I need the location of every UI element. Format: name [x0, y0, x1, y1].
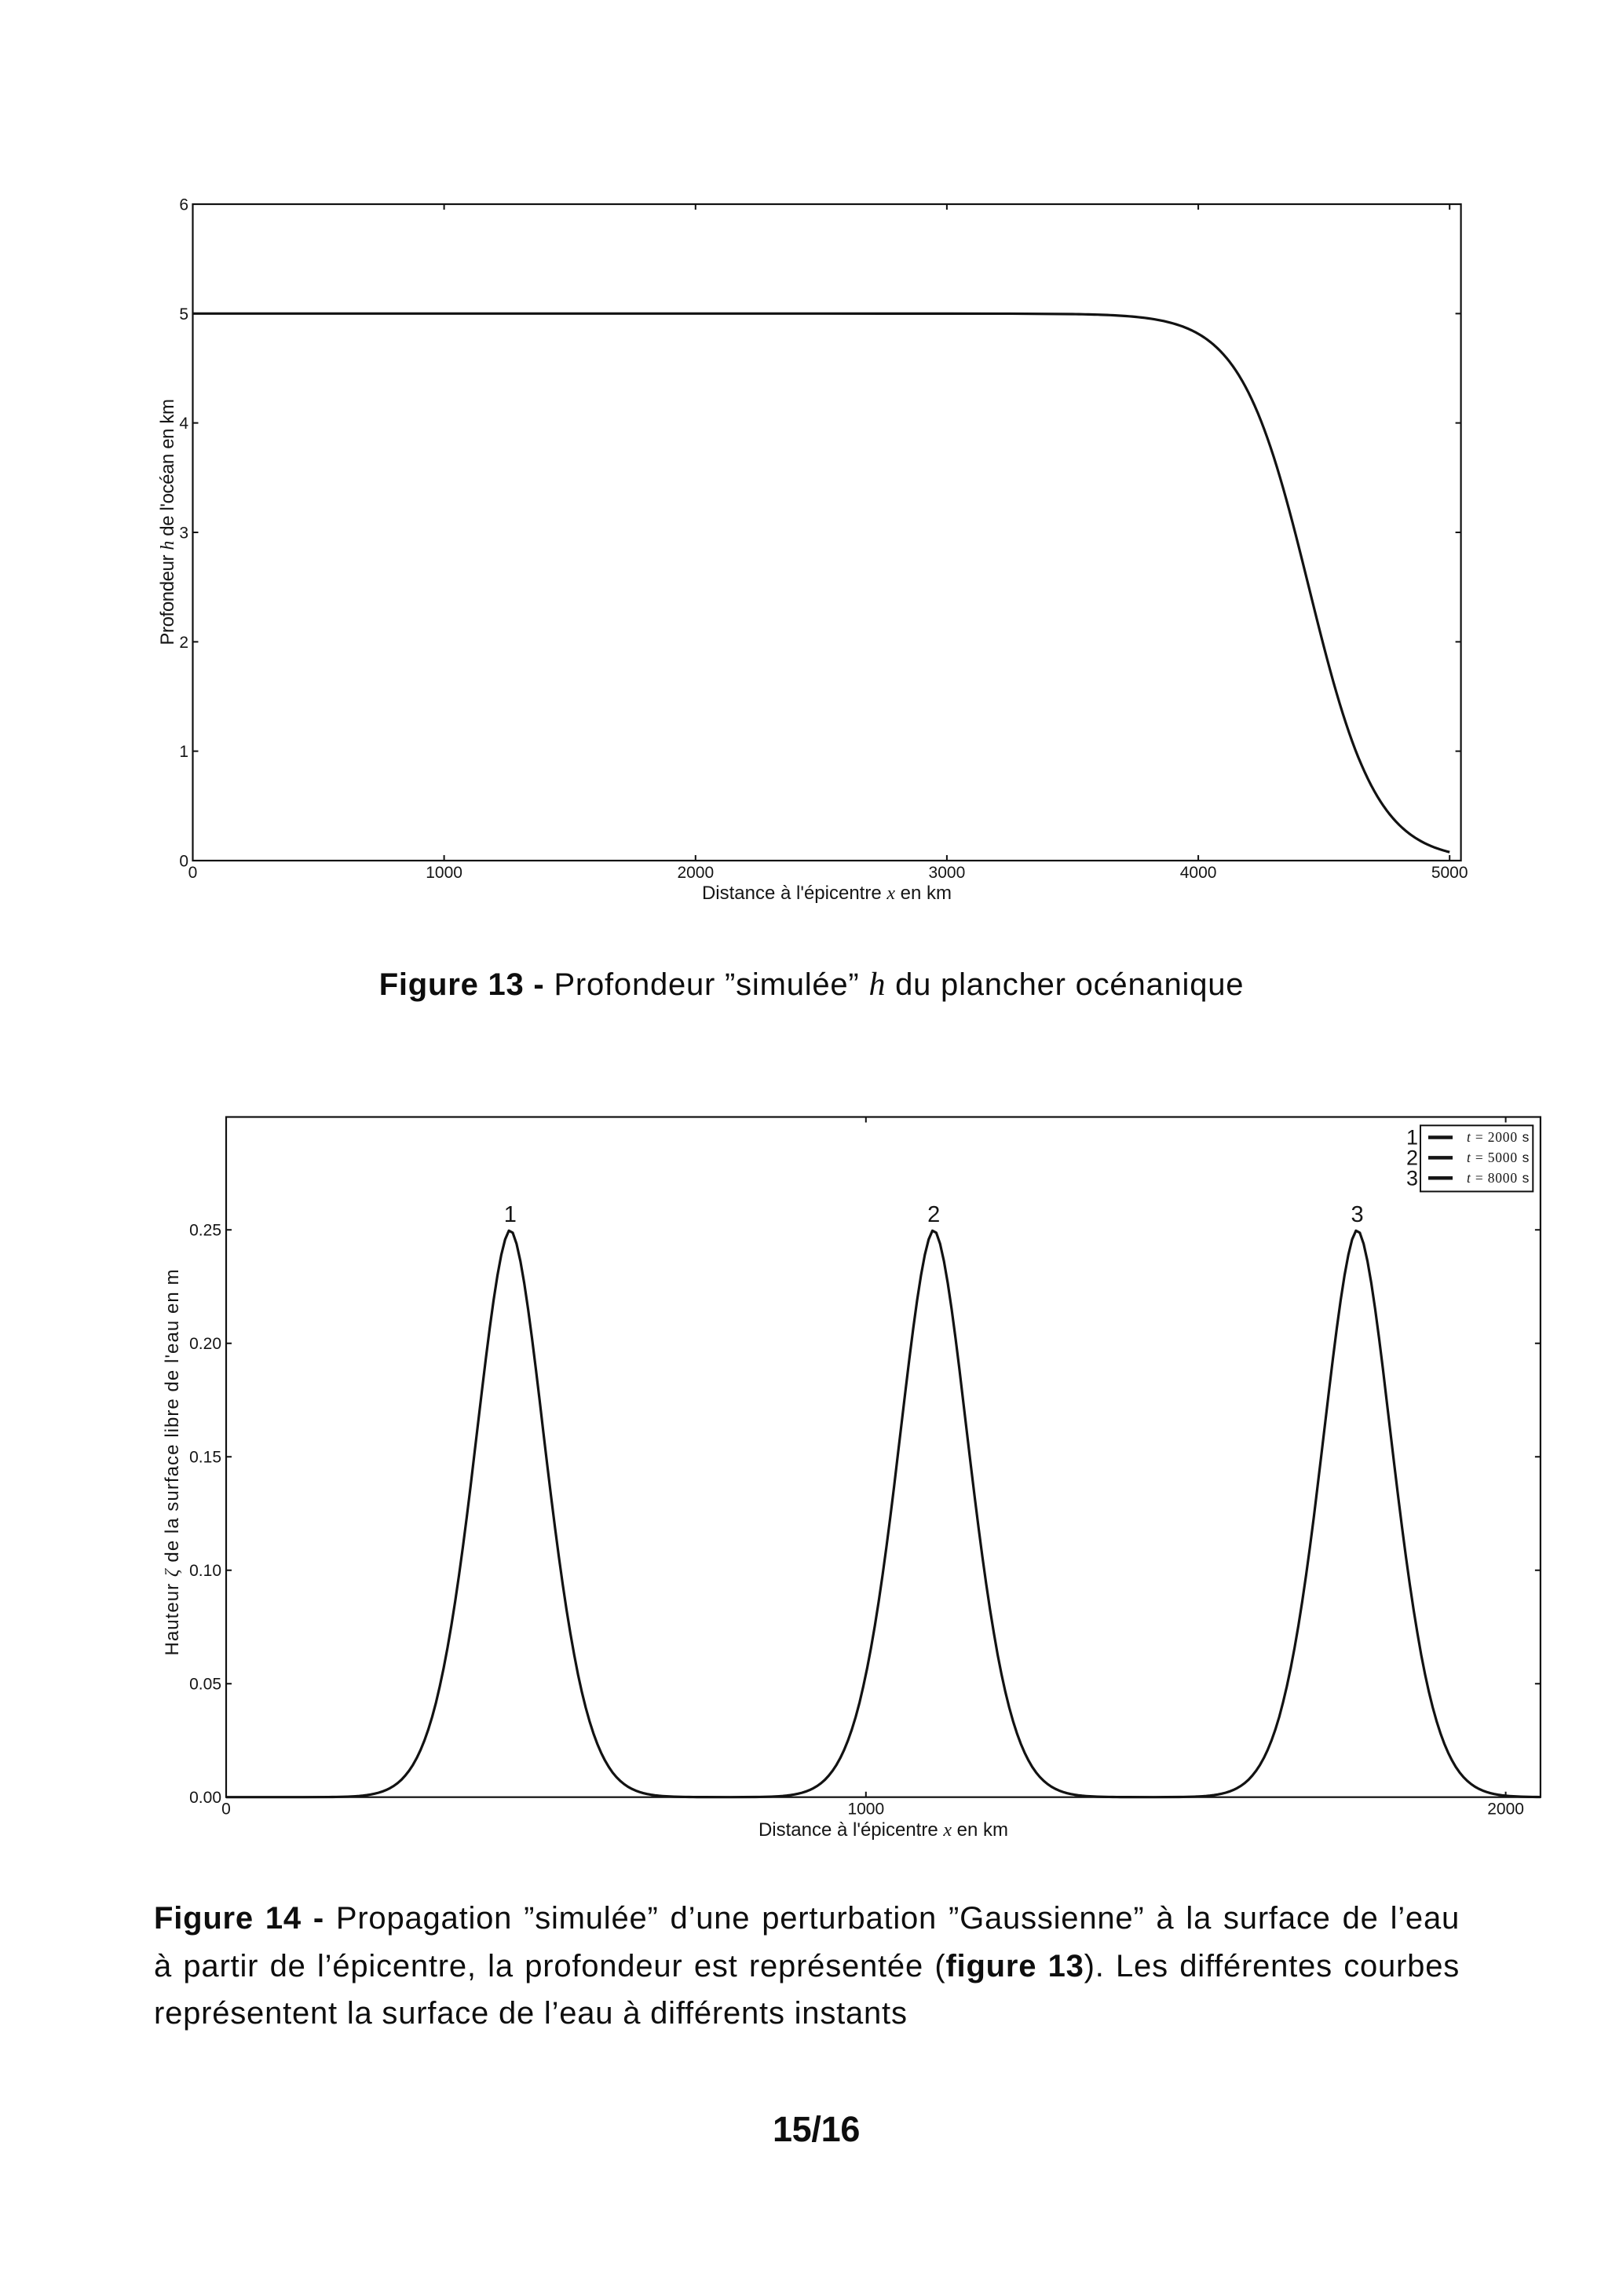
svg-text:Profondeur h de l'océan en km: Profondeur h de l'océan en km: [157, 399, 178, 645]
svg-text:Distance à l'épicentre x en km: Distance à l'épicentre x en km: [758, 1819, 1008, 1841]
svg-text:2: 2: [179, 634, 188, 652]
svg-text:t = 8000 s: t = 8000 s: [1467, 1170, 1530, 1186]
svg-text:1: 1: [179, 743, 188, 761]
svg-text:Distance à l'épicentre x en km: Distance à l'épicentre x en km: [702, 883, 952, 904]
svg-text:1: 1: [504, 1202, 517, 1227]
svg-text:0: 0: [179, 853, 188, 871]
svg-text:3: 3: [179, 525, 188, 543]
svg-text:2000: 2000: [1487, 1801, 1524, 1819]
svg-text:0.25: 0.25: [189, 1222, 221, 1240]
svg-text:4000: 4000: [1180, 864, 1217, 882]
svg-text:t = 5000 s: t = 5000 s: [1467, 1150, 1530, 1165]
svg-text:4: 4: [179, 415, 188, 433]
svg-text:Hauteur ζ de la surface libre: Hauteur ζ de la surface libre de l'eau e…: [162, 1268, 183, 1655]
svg-text:0.15: 0.15: [189, 1449, 221, 1467]
svg-text:0.20: 0.20: [189, 1335, 221, 1353]
svg-text:1000: 1000: [847, 1801, 884, 1819]
svg-text:2: 2: [1406, 1146, 1418, 1169]
svg-text:5: 5: [179, 305, 188, 324]
svg-text:0: 0: [188, 864, 198, 882]
svg-text:2: 2: [927, 1202, 940, 1227]
svg-text:6: 6: [179, 196, 188, 214]
svg-text:1: 1: [1406, 1126, 1418, 1150]
svg-text:3000: 3000: [929, 864, 966, 882]
svg-text:0.05: 0.05: [189, 1676, 221, 1694]
svg-text:t = 2000 s: t = 2000 s: [1467, 1129, 1530, 1145]
svg-text:0.00: 0.00: [189, 1789, 221, 1807]
svg-text:3: 3: [1406, 1166, 1418, 1190]
svg-text:3: 3: [1351, 1202, 1364, 1227]
svg-text:5000: 5000: [1431, 864, 1468, 882]
svg-text:0: 0: [221, 1801, 231, 1819]
svg-text:0.10: 0.10: [189, 1562, 221, 1580]
svg-text:2000: 2000: [677, 864, 714, 882]
svg-text:1000: 1000: [426, 864, 462, 882]
